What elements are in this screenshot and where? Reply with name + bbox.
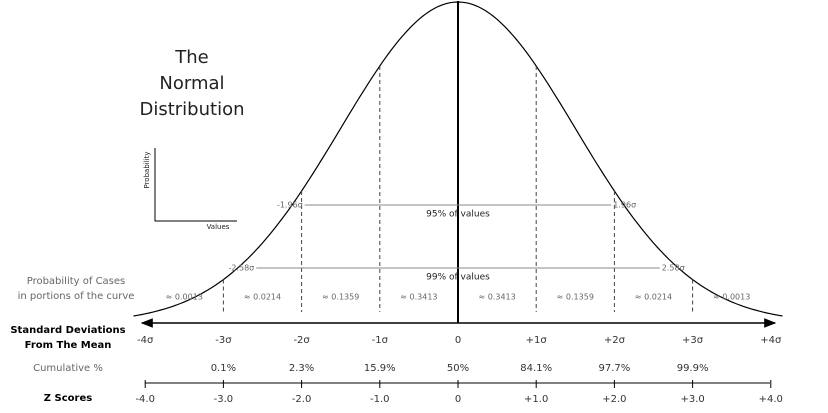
interval-right: 1.96σ [613, 201, 636, 210]
title: The Normal Distribution [139, 47, 244, 120]
probability: ≈ 0.0214 [244, 293, 281, 302]
row-label: in portions of the curve [18, 291, 135, 302]
row-label: From The Mean [25, 340, 112, 351]
interval-right: 2.58σ [662, 264, 685, 273]
z-label: -4.0 [135, 394, 155, 405]
sd-label: +1σ [526, 335, 548, 346]
sd-label: -3σ [215, 335, 232, 346]
cumulative: 50% [447, 363, 469, 374]
plot: 95% of values -1.96σ 1.96σ 99% of values -2.… [10, 1, 783, 405]
sd-label: +4σ [760, 335, 782, 346]
probability: ≈ 0.1359 [557, 293, 594, 302]
row-label: Standard Deviations [10, 325, 125, 336]
z-label: +1.0 [524, 394, 548, 405]
interval-left: -2.58σ [228, 264, 254, 273]
cumulative: 2.3% [289, 363, 314, 374]
interval-label: 95% of values [426, 210, 490, 220]
title-line: The [174, 47, 208, 68]
probability: ≈ 0.3413 [478, 293, 515, 302]
probability: ≈ 0.0013 [166, 293, 203, 302]
z-label: +3.0 [680, 394, 704, 405]
sd-label: -4σ [137, 335, 154, 346]
sd-label: +3σ [682, 335, 704, 346]
cumulative: 0.1% [211, 363, 236, 374]
sd-label: -2σ [293, 335, 310, 346]
cumulative: 99.9% [677, 363, 709, 374]
interval-left: -1.96σ [277, 201, 303, 210]
inset-axes: Probability Values [143, 148, 237, 231]
z-label: 0 [455, 394, 461, 405]
probability: ≈ 0.0013 [713, 293, 750, 302]
interval-label: 99% of values [426, 273, 490, 283]
sd-label: +2σ [604, 335, 626, 346]
probability: ≈ 0.1359 [322, 293, 359, 302]
z-label: +2.0 [602, 394, 626, 405]
cumulative: 84.1% [520, 363, 552, 374]
cumulative: 97.7% [599, 363, 631, 374]
inset-y-label: Probability [143, 151, 151, 188]
probability: ≈ 0.3413 [400, 293, 437, 302]
sd-label: -1σ [372, 335, 389, 346]
probability: ≈ 0.0214 [635, 293, 672, 302]
cumulative: 15.9% [364, 363, 396, 374]
row-label: Probability of Cases [27, 276, 126, 287]
inset-axis [154, 148, 237, 222]
z-label: -3.0 [214, 394, 234, 405]
inset-x-label: Values [207, 223, 230, 231]
row-label: Cumulative % [33, 363, 103, 374]
row-label: Z Scores [44, 393, 92, 404]
z-label: -1.0 [370, 394, 390, 405]
z-label: +4.0 [759, 394, 783, 405]
sd-label: 0 [455, 335, 461, 346]
title-line: Normal [159, 73, 224, 94]
title-line: Distribution [139, 99, 244, 120]
z-label: -2.0 [292, 394, 312, 405]
